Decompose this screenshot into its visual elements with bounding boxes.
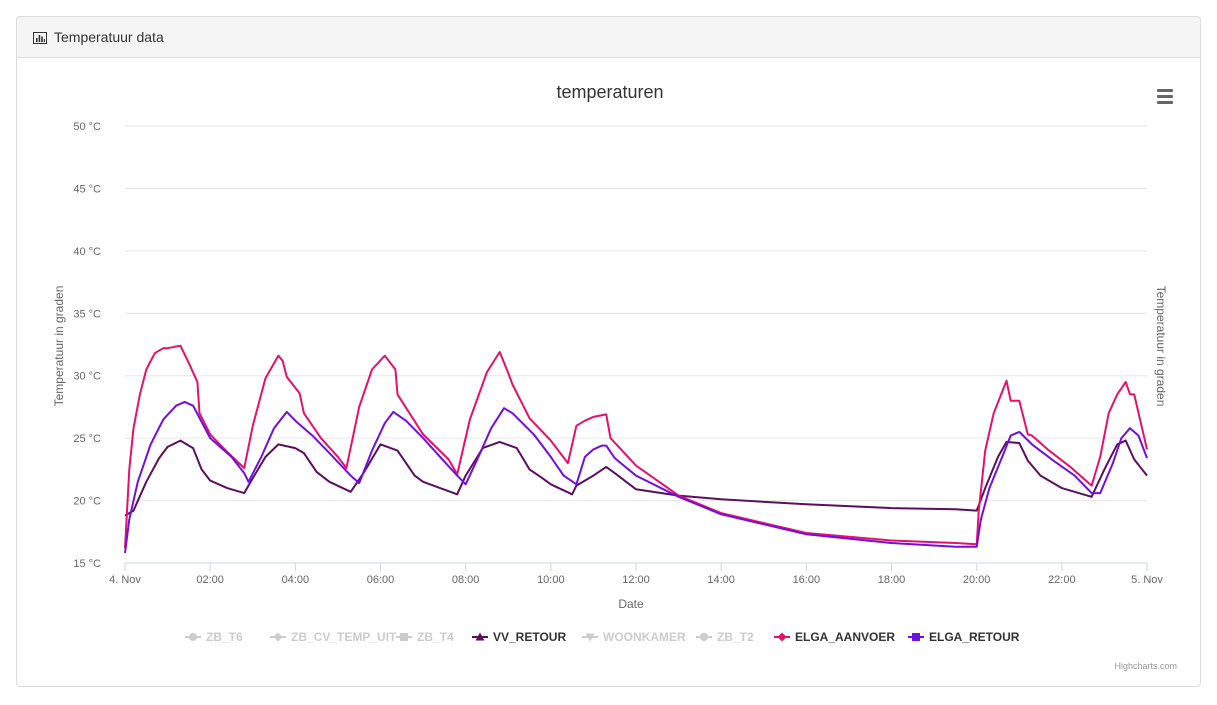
legend-item-zb-t6[interactable]: ZB_T6: [185, 630, 243, 644]
legend-label: ELGA_AANVOER: [795, 630, 895, 644]
bar-chart-icon: [33, 31, 47, 44]
x-tick-label: 06:00: [367, 574, 395, 586]
y-tick-label: 45 °C: [73, 183, 101, 195]
y-axis-title: Temperatuur in graden: [52, 286, 66, 407]
diamond-marker-icon: [273, 632, 283, 642]
y-tick-label: 35 °C: [73, 308, 101, 320]
legend-label: ZB_T2: [717, 630, 754, 644]
triangle-marker-icon: [475, 632, 485, 641]
x-tick-label: 5. Nov: [1131, 574, 1163, 586]
temperature-chart: temperaturen 50 °C 45 °C 40 °C 35 °C 30 °C 25…: [52, 82, 1177, 671]
legend-label: WOONKAMER: [603, 630, 686, 644]
legend-label: VV_RETOUR: [493, 630, 566, 644]
legend-item-zb-t4[interactable]: ZB_T4: [396, 630, 454, 644]
x-tick-label: 08:00: [452, 574, 480, 586]
legend-item-elga-retour[interactable]: ELGA_RETOUR: [908, 630, 1020, 644]
y-tick-label: 50 °C: [73, 121, 101, 133]
circle-marker-icon: [700, 633, 708, 641]
legend-item-elga-aanvoer[interactable]: ELGA_AANVOER: [774, 630, 895, 644]
x-tick-label: 14:00: [707, 574, 735, 586]
legend-item-vv-retour[interactable]: VV_RETOUR: [472, 630, 566, 644]
series-line-elga-aanvoer[interactable]: [124, 344, 1148, 549]
chart-container: temperaturen 50 °C 45 °C 40 °C 35 °C 30 °C 25…: [17, 58, 1200, 686]
y-axis-ticks: 50 °C 45 °C 40 °C 35 °C 30 °C 25 °C 20 °C 15 °C: [73, 121, 101, 570]
legend-item-woonkamer[interactable]: WOONKAMER: [582, 630, 686, 644]
legend-item-zb-cv-temp-uit[interactable]: ZB_CV_TEMP_UIT: [270, 630, 397, 644]
legend-label: ZB_T4: [417, 630, 454, 644]
x-tick-label: 22:00: [1048, 574, 1076, 586]
panel-title: Temperatuur data: [54, 29, 164, 45]
y-tick-label: 30 °C: [73, 371, 101, 383]
y-tick-label: 25 °C: [73, 433, 101, 445]
grid-lines: [125, 125, 1147, 564]
temperature-panel: Temperatuur data temperaturen 50 °C 45 °C…: [16, 16, 1201, 687]
x-tick-label: 4. Nov: [109, 574, 141, 586]
series-line-elga-retour[interactable]: [124, 400, 1148, 554]
square-marker-icon: [912, 633, 920, 641]
x-tick-label: 02:00: [196, 574, 224, 586]
circle-marker-icon: [189, 633, 197, 641]
series-line-vv-retour[interactable]: [124, 439, 1148, 517]
panel-heading: Temperatuur data: [17, 17, 1200, 58]
series-layer: [124, 344, 1148, 554]
x-axis-title: Date: [618, 597, 644, 611]
legend-label: ELGA_RETOUR: [929, 630, 1020, 644]
y-tick-label: 40 °C: [73, 246, 101, 258]
legend-label: ZB_CV_TEMP_UIT: [291, 630, 397, 644]
y-tick-label: 15 °C: [73, 558, 101, 570]
x-tick-label: 10:00: [537, 574, 565, 586]
hamburger-menu-icon[interactable]: [1153, 86, 1177, 108]
legend-label: ZB_T6: [206, 630, 243, 644]
y-axis-title-right: Temperatuur in graden: [1154, 286, 1168, 407]
x-tick-label: 12:00: [622, 574, 650, 586]
chart-title: temperaturen: [556, 82, 663, 102]
legend-item-zb-t2[interactable]: ZB_T2: [696, 630, 754, 644]
x-tick-label: 18:00: [878, 574, 906, 586]
x-tick-label: 20:00: [963, 574, 991, 586]
y-tick-label: 20 °C: [73, 496, 101, 508]
credits[interactable]: Highcharts.com: [1114, 661, 1177, 671]
x-tick-label: 04:00: [282, 574, 310, 586]
legend: ZB_T6 ZB_CV_TEMP_UIT ZB_T4 VV_RETOUR WOONKAM…: [185, 630, 1020, 644]
x-tick-label: 16:00: [793, 574, 821, 586]
x-axis-ticks: 4. Nov 02:00 04:00 06:00 08:00 10:00 12:00 14:0…: [109, 563, 1163, 586]
triangle-down-marker-icon: [585, 633, 595, 642]
diamond-marker-icon: [777, 632, 787, 642]
square-marker-icon: [400, 633, 408, 641]
